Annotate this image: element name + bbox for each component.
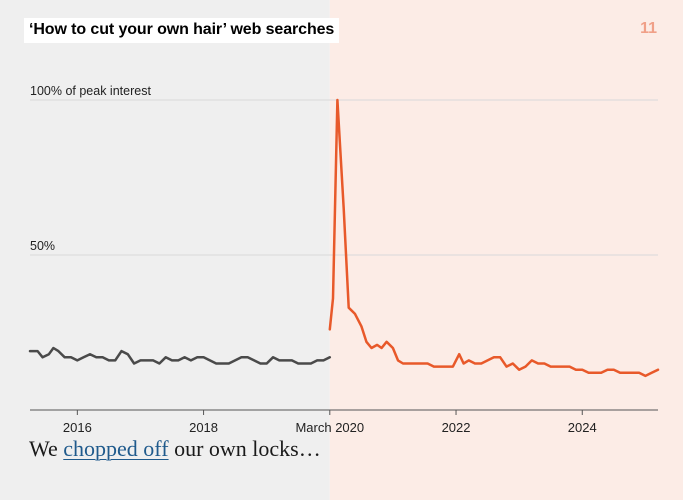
- x-tick-label: 2018: [189, 420, 218, 435]
- y-tick-label: 100% of peak interest: [30, 84, 151, 98]
- series-line-after: [328, 98, 660, 378]
- y-tick-label: 50%: [30, 239, 55, 253]
- gridlines: 100% of peak interest 50%: [30, 84, 658, 256]
- series-lines: [28, 98, 660, 378]
- before-period-background: [0, 0, 330, 500]
- x-tick-label: 2024: [568, 420, 597, 435]
- caption-link[interactable]: chopped off: [63, 436, 169, 461]
- series-line-before: [28, 346, 332, 365]
- page-number: 11: [640, 20, 657, 37]
- caption-text-before: We: [29, 436, 64, 461]
- after-period-background: [329, 0, 683, 500]
- x-tick-label: 2016: [63, 420, 92, 435]
- chart-title: ‘How to cut your own hair’ web searches: [24, 18, 340, 43]
- x-tick-label: March 2020: [295, 420, 364, 435]
- x-tick-label: 2022: [442, 420, 471, 435]
- caption-text-after: our own locks…: [168, 436, 321, 461]
- caption: We chopped off our own locks…: [29, 436, 321, 462]
- x-axis-ticks: 2016 2018 March 2020 2022 2024: [63, 410, 597, 435]
